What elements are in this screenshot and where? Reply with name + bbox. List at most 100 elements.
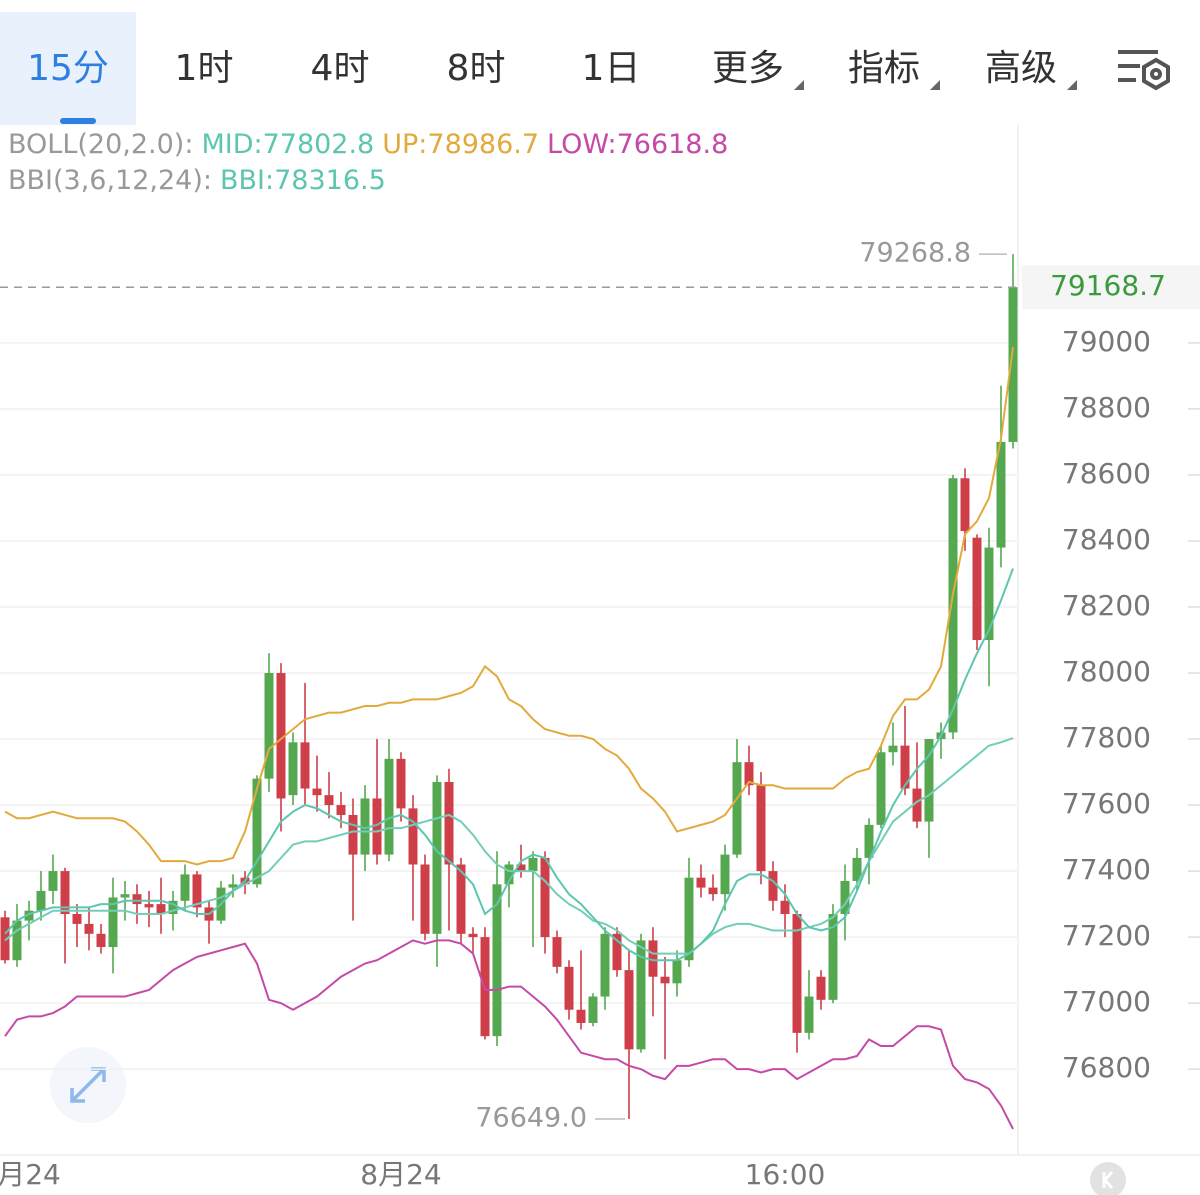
- candle-body: [948, 478, 958, 733]
- candle-body: [588, 996, 598, 1023]
- indicator-value: LOW:76618.8: [547, 129, 728, 160]
- indicator-label: BBI(3,6,12,24):: [8, 165, 212, 196]
- y-tick-label: 78600: [1062, 457, 1151, 490]
- y-tick-label: 77200: [1062, 919, 1151, 952]
- y-tick-label: 76800: [1062, 1051, 1151, 1084]
- candle-body: [96, 933, 106, 948]
- candle-body: [504, 864, 514, 885]
- candle-body: [984, 547, 994, 640]
- candle-body: [324, 795, 334, 806]
- candle-body: [252, 778, 262, 885]
- tab[interactable]: 8时: [447, 48, 506, 89]
- candle-body: [780, 900, 790, 915]
- tab[interactable]: 更多: [712, 48, 784, 89]
- indicator-line: [4, 568, 1014, 962]
- tab-bar: [0, 0, 1200, 125]
- candle-body: [648, 940, 658, 977]
- indicator-value: MID:77802.8: [201, 129, 374, 160]
- candle-body: [816, 976, 826, 1000]
- candle-body: [348, 814, 358, 855]
- candle-body: [696, 877, 706, 888]
- candle-body: [888, 745, 898, 753]
- candle-body: [912, 788, 922, 822]
- max-label: 79268.8: [859, 238, 971, 269]
- candle-body: [36, 890, 46, 911]
- indicator-line: [4, 737, 1014, 955]
- candle-body: [924, 739, 934, 822]
- active-tab-bg: [0, 12, 136, 125]
- candle-body: [972, 537, 982, 640]
- candle-body: [516, 864, 526, 872]
- tab[interactable]: 4时: [311, 48, 370, 89]
- x-tick-label: 8月24: [360, 1158, 441, 1191]
- candle-body: [684, 877, 694, 961]
- candle-body: [360, 798, 370, 855]
- indicator-legend: BBI(3,6,12,24): BBI:78316.5: [8, 165, 386, 196]
- candle-body: [168, 900, 178, 915]
- candle-body: [792, 914, 802, 1033]
- candle-body: [636, 940, 646, 1050]
- candle-body: [852, 857, 862, 881]
- y-tick-label: 78400: [1062, 523, 1151, 556]
- candle-body: [288, 742, 298, 796]
- y-tick-label: 78000: [1062, 655, 1151, 688]
- candle-body: [276, 673, 286, 799]
- dropdown-mark: [794, 80, 804, 90]
- tab[interactable]: 1日: [582, 48, 641, 89]
- candle-body: [228, 884, 238, 888]
- tab[interactable]: 15分: [27, 48, 109, 89]
- candle-body: [672, 960, 682, 984]
- candle-body: [120, 894, 130, 898]
- indicator-line: [4, 939, 1014, 1130]
- candle-body: [876, 752, 886, 825]
- candle-body: [864, 824, 874, 858]
- candle-body: [468, 933, 478, 938]
- candle-body: [408, 808, 418, 865]
- y-tick-label: 77800: [1062, 721, 1151, 754]
- candle-body: [12, 920, 22, 961]
- candle-body: [444, 781, 454, 865]
- icon-line: [70, 1067, 106, 1103]
- candle-body: [708, 887, 718, 895]
- current-price-box: [1022, 265, 1200, 310]
- candle-body: [996, 441, 1006, 548]
- candle-body: [420, 864, 430, 934]
- candle-body: [600, 933, 610, 997]
- indicator-line: [4, 347, 1014, 866]
- candle-body: [336, 805, 346, 815]
- candle-body: [564, 966, 574, 1010]
- candle-body: [84, 923, 94, 934]
- candle-body: [828, 914, 838, 1000]
- candle-body: [480, 937, 490, 1037]
- x-tick-label: 16:00: [745, 1158, 826, 1191]
- candle-body: [156, 904, 166, 915]
- y-tick-label: 78200: [1062, 589, 1151, 622]
- y-tick-label: 79000: [1062, 325, 1151, 358]
- candle-body: [720, 854, 730, 895]
- y-tick-label: 77400: [1062, 853, 1151, 886]
- candle-body: [372, 798, 382, 855]
- candle-body: [312, 788, 322, 796]
- y-tick-label: 77600: [1062, 787, 1151, 820]
- candle-body: [384, 758, 394, 855]
- tab[interactable]: 高级: [985, 48, 1057, 89]
- icon-line: [70, 1088, 85, 1103]
- candle-body: [732, 762, 742, 855]
- icon-hex: [1142, 57, 1170, 91]
- candle-body: [48, 871, 58, 891]
- candle-body: [24, 910, 34, 921]
- y-tick-label: 78800: [1062, 391, 1151, 424]
- candle-body: [660, 976, 670, 984]
- x-tick-label: 月24: [0, 1158, 61, 1191]
- settings-icon[interactable]: [1118, 50, 1170, 91]
- indicator-legend: BOLL(20,2.0): MID:77802.8 UP:78986.7 LOW:76…: [8, 129, 728, 160]
- candle-body: [900, 745, 910, 789]
- indicator-label: BOLL(20,2.0):: [8, 129, 193, 160]
- candle-body: [0, 917, 10, 961]
- candle-body: [144, 904, 154, 908]
- candle-body: [396, 758, 406, 809]
- tab[interactable]: 1时: [175, 48, 234, 89]
- tab[interactable]: 指标: [848, 48, 920, 89]
